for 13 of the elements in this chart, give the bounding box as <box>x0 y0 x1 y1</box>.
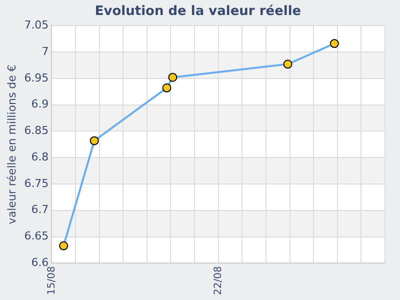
y-tick-label: 6.75 <box>24 176 49 190</box>
y-tick-label: 6.8 <box>31 150 49 164</box>
chart-title: Evolution de la valeur réelle <box>94 4 302 20</box>
y-axis-title: valeur réelle en millions de € <box>5 64 18 224</box>
y-tick-label: 6.95 <box>24 71 49 84</box>
y-tick-label: 7.05 <box>24 18 49 32</box>
y-tick-label: 6.65 <box>24 230 49 243</box>
y-tick-label: 6.9 <box>31 98 49 111</box>
x-tick-label: 22/08 <box>212 266 224 296</box>
y-tick-label: 7 <box>42 44 49 58</box>
x-tick-label: 15/08 <box>46 266 58 296</box>
y-tick-label: 6.7 <box>31 203 49 216</box>
y-tick-label: 6.85 <box>24 124 49 138</box>
